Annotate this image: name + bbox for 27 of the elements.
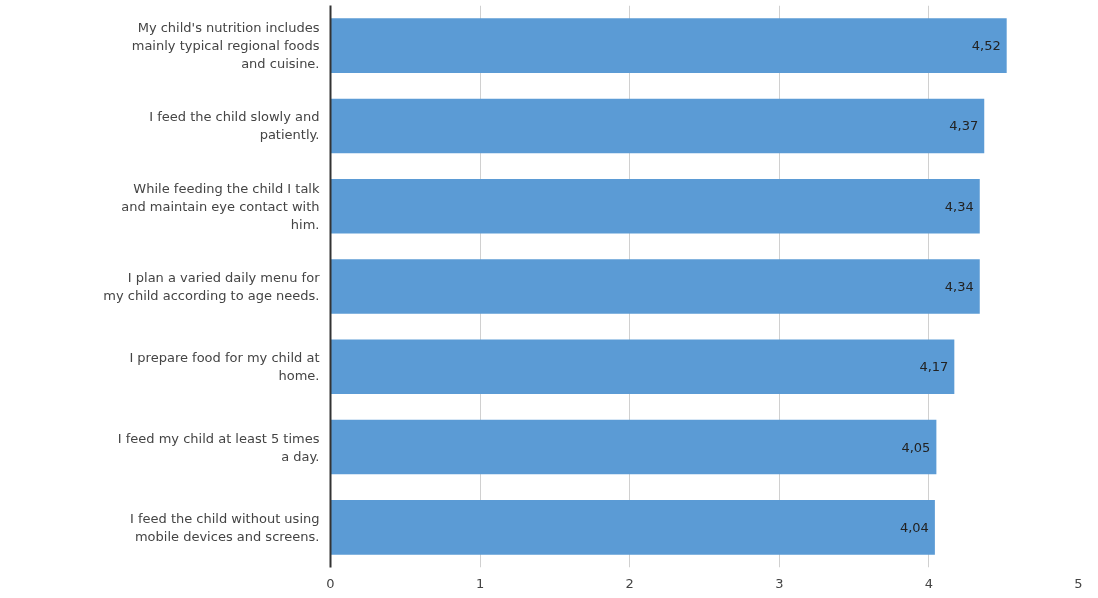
x-tick-label: 5 — [1074, 575, 1083, 591]
y-tick-label: I feed the child slowly and patiently. — [149, 109, 320, 143]
data-label: 4,05 — [901, 439, 931, 455]
data-label: 4,52 — [971, 38, 1001, 54]
x-tick-label: 2 — [625, 575, 634, 591]
x-tick-label: 4 — [924, 575, 934, 591]
x-tick-label: 1 — [475, 575, 485, 591]
y-tick-label: My child's nutrition includes mainly typical regional foods and cuisine. — [131, 20, 320, 72]
data-label: 4,04 — [899, 519, 929, 535]
bar — [330, 178, 980, 234]
y-tick-label: I prepare food for my child at home. — [129, 350, 320, 384]
x-tick-label: 3 — [775, 575, 784, 591]
bar — [330, 339, 955, 395]
bar — [330, 18, 1007, 73]
bar — [330, 259, 980, 314]
bar — [330, 500, 935, 555]
data-label: 4,37 — [949, 118, 979, 134]
y-tick-label: I plan a varied daily menu for my child according to age needs. — [103, 270, 321, 303]
bar — [330, 98, 985, 154]
y-tick-label: I feed my child at least 5 times a day. — [117, 430, 320, 464]
bar — [330, 419, 937, 475]
data-label: 4,34 — [944, 198, 974, 214]
data-label: 4,17 — [919, 359, 949, 375]
x-tick-label: 0 — [326, 575, 335, 591]
data-label: 4,34 — [944, 279, 974, 294]
y-tick-label: I feed the child without using mobile devices and screens. — [130, 510, 320, 544]
y-tick-label: While feeding the child I talk and maintain eye contact with him. — [121, 180, 320, 232]
